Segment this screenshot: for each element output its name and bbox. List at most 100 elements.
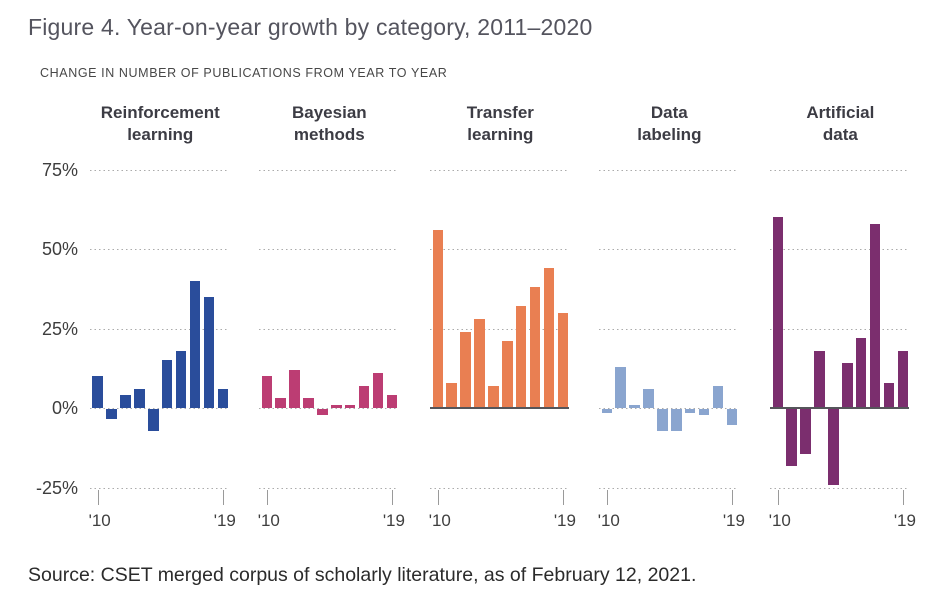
bar	[432, 229, 444, 408]
panel-header-line: Data	[650, 103, 688, 122]
bar	[515, 306, 527, 408]
bar	[828, 409, 839, 486]
bar	[842, 363, 853, 408]
figure-title: Figure 4. Year-on-year growth by categor…	[28, 14, 593, 40]
panel-header: Data labeling	[589, 102, 749, 146]
panel-header: Artificial data	[760, 102, 920, 146]
bar	[120, 395, 131, 408]
x-tick	[97, 490, 99, 505]
bar	[814, 350, 825, 408]
y-axis-label: 50%	[41, 239, 78, 259]
bar	[189, 280, 201, 408]
gridline	[598, 328, 738, 330]
bar	[657, 409, 668, 432]
panel-header-line: methods	[293, 125, 365, 144]
bar	[502, 341, 513, 408]
panel-header: Bayesian methods	[249, 102, 409, 146]
bar	[134, 388, 145, 408]
panel-header-line: Artificial	[806, 103, 875, 122]
gridline	[258, 169, 398, 171]
bar	[855, 338, 867, 408]
bar	[712, 385, 724, 408]
gridline	[769, 249, 909, 250]
bar	[869, 223, 881, 408]
bar	[344, 404, 356, 408]
bar	[386, 395, 398, 408]
gridline	[429, 328, 569, 330]
y-axis-label: 25%	[41, 318, 78, 339]
bar	[460, 331, 471, 408]
bar	[684, 409, 696, 413]
bar	[883, 382, 895, 408]
zero-axis-line	[769, 407, 909, 409]
bar	[698, 409, 710, 416]
y-axis-label: 0%	[51, 398, 78, 418]
x-tick-label: '10	[597, 511, 620, 530]
bar	[543, 268, 555, 408]
x-tick	[391, 490, 394, 505]
panel-header-line: learning	[127, 125, 194, 144]
gridline	[89, 487, 229, 489]
bar	[148, 409, 159, 432]
x-tick-label: '10	[428, 511, 451, 530]
gridline	[258, 328, 398, 330]
gridline	[598, 249, 738, 250]
bar	[529, 287, 541, 408]
x-tick	[222, 490, 224, 505]
gridline	[89, 249, 229, 250]
panel-header-line: Bayesian	[292, 103, 367, 122]
bar	[203, 296, 215, 408]
panel-header-line: labeling	[637, 125, 702, 144]
x-tick	[731, 490, 734, 505]
gridline	[258, 249, 398, 250]
bar	[772, 217, 784, 408]
gridline	[258, 408, 398, 409]
bar	[897, 350, 909, 408]
bar	[106, 409, 117, 419]
x-tick	[777, 490, 779, 505]
axis-title: CHANGE IN NUMBER OF PUBLICATIONS FROM YE…	[40, 66, 448, 80]
bar	[317, 409, 328, 416]
bar	[372, 373, 384, 408]
bar	[175, 350, 187, 408]
x-tick-label: '19	[553, 511, 576, 530]
gridline	[429, 487, 569, 489]
x-tick-label: '10	[768, 511, 791, 530]
bar	[92, 376, 103, 408]
gridline	[258, 487, 398, 489]
bar	[643, 388, 654, 408]
panel-header-line: Reinforcement	[100, 103, 220, 122]
y-axis-label: 75%	[41, 159, 78, 180]
bar	[261, 376, 273, 408]
bar	[800, 409, 811, 454]
x-tick	[606, 490, 608, 505]
x-tick-label: '19	[893, 511, 916, 530]
x-tick	[437, 490, 439, 505]
bar	[601, 409, 613, 413]
gridline	[429, 249, 569, 250]
gridline	[769, 169, 909, 171]
x-tick-label: '19	[213, 511, 236, 530]
bar	[446, 382, 457, 408]
bar	[557, 312, 569, 408]
bar	[289, 369, 300, 408]
gridline	[598, 408, 738, 409]
gridline	[429, 169, 569, 171]
panel-header: Reinforcement learning	[80, 102, 240, 146]
bar	[671, 409, 682, 432]
x-tick-label: '10	[257, 511, 280, 530]
bar	[217, 388, 229, 408]
gridline	[598, 487, 738, 489]
gridline	[89, 408, 229, 409]
bar	[303, 398, 314, 408]
gridline	[89, 169, 229, 171]
bar	[786, 409, 797, 467]
panel-header-line: learning	[467, 125, 534, 144]
zero-axis-line	[429, 407, 569, 409]
bar	[615, 366, 626, 408]
x-tick-label: '19	[722, 511, 745, 530]
panel-header: Transfer learning	[420, 102, 580, 146]
bar	[488, 385, 499, 408]
source-note: Source: CSET merged corpus of scholarly …	[28, 564, 697, 586]
